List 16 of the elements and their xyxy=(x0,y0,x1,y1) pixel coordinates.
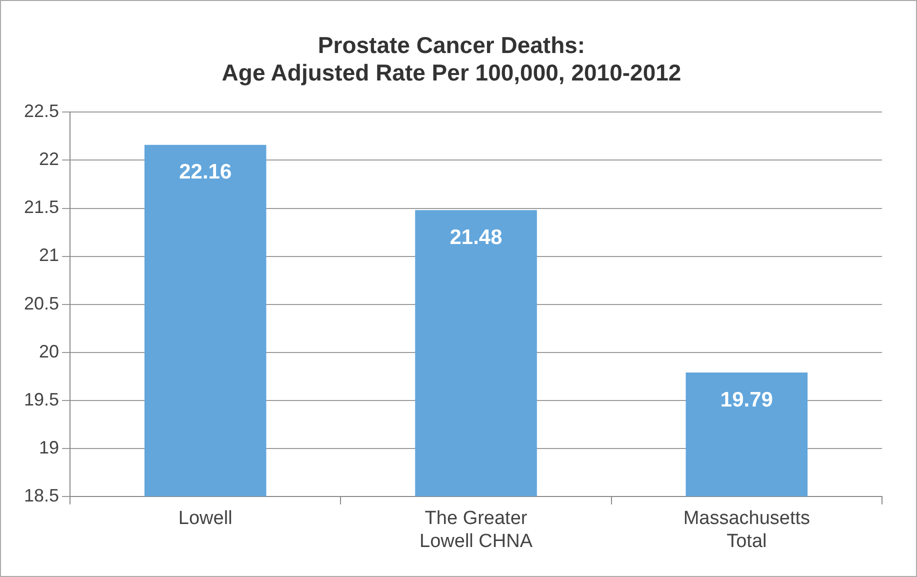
y-tick-label: 19.5 xyxy=(24,389,60,410)
y-tick-label: 19 xyxy=(39,437,60,458)
y-tick-label: 18.5 xyxy=(24,485,60,506)
y-tick-label: 22 xyxy=(39,149,60,170)
x-tick-label: Lowell xyxy=(178,508,232,530)
x-tick-label: Massachusetts Total xyxy=(683,508,810,552)
chart-title: Prostate Cancer Deaths: Age Adjusted Rate Per 100,000, 2010-2012 xyxy=(222,32,682,86)
data-label: 22.16 xyxy=(179,160,232,184)
y-tick-label: 20.5 xyxy=(24,293,60,314)
y-tick-label: 21.5 xyxy=(24,197,60,218)
y-tick-label: 20 xyxy=(39,341,60,362)
data-label: 21.48 xyxy=(450,226,503,249)
y-tick-label: 21 xyxy=(39,245,60,266)
data-label: 19.79 xyxy=(720,388,773,412)
x-tick-label: The Greater Lowell CHNA xyxy=(420,508,533,552)
y-tick-label: 22.5 xyxy=(24,101,60,122)
